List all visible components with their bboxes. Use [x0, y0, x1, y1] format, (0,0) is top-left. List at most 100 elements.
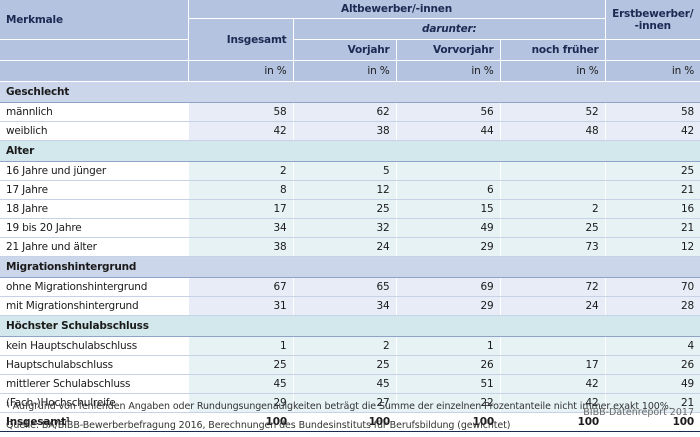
cell-value: 34 [292, 296, 396, 316]
header-empty [0, 39, 189, 61]
cell-value: 65 [292, 277, 396, 297]
cell-value [499, 161, 605, 181]
footnote: ¹ Aufgrund von fehlenden Angaben oder Ru… [6, 401, 672, 412]
cell-value: 73 [499, 237, 605, 257]
header-altbewerber: Altbewerber/-innen [188, 0, 606, 19]
header-merkmale: Merkmale [0, 0, 189, 40]
row-label: mittlerer Schulabschluss [0, 374, 188, 394]
table-row: 21 Jahre und älter 38 24 29 73 12 [0, 237, 700, 257]
unit-vorvorjahr: in % [396, 60, 501, 82]
header-erstbewerber-line1: Erstbewerber/ [612, 7, 694, 20]
row-label: weiblich [0, 121, 188, 141]
cell-value: 38 [292, 121, 396, 141]
row-label: 19 bis 20 Jahre [0, 218, 188, 238]
cell-value [499, 336, 605, 356]
row-label: ohne Migrationshintergrund [0, 277, 188, 297]
cell-value: 45 [292, 374, 396, 394]
cell-value: 29 [187, 393, 293, 413]
cell-value: 31 [187, 296, 293, 316]
unit-erstbewerber: in % [605, 60, 700, 82]
cell-value: 49 [604, 374, 700, 394]
cell-value: 42 [499, 393, 605, 413]
cell-value: 6 [395, 180, 500, 200]
cell-value: 5 [292, 161, 396, 181]
cell-value: 2 [292, 336, 396, 356]
header-unit-spacer [605, 39, 700, 61]
cell-value: 42 [499, 374, 605, 394]
row-label: 18 Jahre [0, 199, 188, 219]
cell-value: 1 [187, 336, 293, 356]
cell-value: 17 [499, 355, 605, 375]
cell-value: 69 [395, 277, 500, 297]
cell-value: 34 [187, 218, 293, 238]
table-row: (Fach-)Hochschulreife 29 27 22 42 21 [0, 393, 700, 413]
cell-value: 70 [604, 277, 700, 297]
table-row: ohne Migrationshintergrund 67 65 69 72 70 [0, 277, 700, 297]
cell-value: 42 [604, 121, 700, 141]
cell-value: 52 [499, 102, 605, 122]
cell-value: 12 [604, 237, 700, 257]
cell-value: 56 [395, 102, 500, 122]
header-insgesamt: Insgesamt [188, 18, 294, 61]
unit-vorjahr: in % [293, 60, 397, 82]
table-row: 18 Jahre 17 25 15 2 16 [0, 199, 700, 219]
cell-value: 21 [604, 180, 700, 200]
row-label: 17 Jahre [0, 180, 188, 200]
cell-value: 2 [499, 199, 605, 219]
cell-value: 22 [395, 393, 500, 413]
row-label: mit Migrationshintergrund [0, 296, 188, 316]
table-row: männlich 58 62 56 52 58 [0, 102, 700, 122]
total-value: 100 [396, 412, 500, 432]
section-title: Alter [0, 140, 700, 162]
total-label: Insgesamt¹ [0, 412, 188, 432]
cell-value: 15 [395, 199, 500, 219]
cell-value: 1 [395, 336, 500, 356]
header-noch-frueher: noch früher [500, 39, 606, 61]
total-row: Insgesamt¹ 100 100 100 100 100 [0, 412, 700, 432]
cell-value: 21 [604, 393, 700, 413]
cell-value: 26 [604, 355, 700, 375]
table-row: mittlerer Schulabschluss 45 45 51 42 49 [0, 374, 700, 394]
total-value: 100 [500, 412, 605, 432]
total-value: 100 [293, 412, 396, 432]
header-vorvorjahr: Vorvorjahr [396, 39, 501, 61]
cell-value: 12 [292, 180, 396, 200]
cell-value: 25 [292, 355, 396, 375]
table-row: weiblich 42 38 44 48 42 [0, 121, 700, 141]
cell-value: 25 [292, 199, 396, 219]
cell-value: 8 [187, 180, 293, 200]
cell-value: 44 [395, 121, 500, 141]
table-row: Hauptschulabschluss 25 25 26 17 26 [0, 355, 700, 375]
cell-value: 51 [395, 374, 500, 394]
cell-value [395, 161, 500, 181]
section-header: Geschlecht [0, 81, 700, 103]
table-body: Geschlecht männlich 58 62 56 52 58 weiblich 42 38… [0, 81, 700, 432]
cell-value: 49 [395, 218, 500, 238]
total-value: 100 [605, 412, 700, 432]
row-label: (Fach-)Hochschulreife [0, 393, 188, 413]
cell-value: 2 [187, 161, 293, 181]
total-value: 100 [188, 412, 293, 432]
table-row: kein Hauptschulabschluss 1 2 1 4 [0, 336, 700, 356]
cell-value: 25 [604, 161, 700, 181]
section-header: Migrationshintergrund [0, 256, 700, 278]
section-header: Höchster Schulabschluss [0, 315, 700, 337]
table-row: 16 Jahre und jünger 2 5 25 [0, 161, 700, 181]
row-label: 21 Jahre und älter [0, 237, 188, 257]
unit-noch-frueher: in % [500, 60, 606, 82]
header-vorjahr: Vorjahr [293, 39, 397, 61]
cell-value: 21 [604, 218, 700, 238]
cell-value: 38 [187, 237, 293, 257]
cell-value: 42 [187, 121, 293, 141]
cell-value: 67 [187, 277, 293, 297]
row-label: Hauptschulabschluss [0, 355, 188, 375]
section-title: Geschlecht [0, 81, 700, 103]
source-note: Quelle: BA/BIBB-Bewerberbefragung 2016, … [6, 420, 511, 431]
cell-value: 62 [292, 102, 396, 122]
row-label: männlich [0, 102, 188, 122]
cell-value: 25 [499, 218, 605, 238]
report-brand: BIBB-Datenreport 2017 [583, 407, 694, 418]
row-label: kein Hauptschulabschluss [0, 336, 188, 356]
